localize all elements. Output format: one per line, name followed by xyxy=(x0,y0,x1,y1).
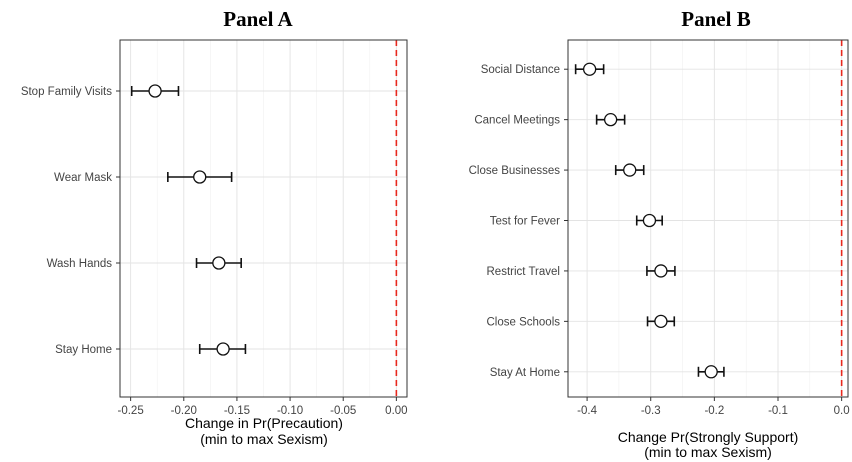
panel-a-x-tick-label: -0.25 xyxy=(118,405,144,417)
panel-b-point-estimate xyxy=(642,213,657,228)
panel-b-point-estimate xyxy=(603,112,618,127)
panel-b-x-tick-label: -0.3 xyxy=(641,405,661,417)
panel-b-x-axis-label: Change Pr(Strongly Support) xyxy=(618,429,799,445)
panel-b-category-label: Restrict Travel xyxy=(487,266,561,278)
panel-b-x-tick-label: -0.1 xyxy=(768,405,788,417)
panel-a-point-estimate xyxy=(193,170,207,184)
panel-b-point-estimate xyxy=(582,62,597,76)
panel-b-category-label: Social Distance xyxy=(481,64,560,76)
panel-a-category-label: Wear Mask xyxy=(54,172,112,184)
panel-a-x-tick-label: -0.20 xyxy=(171,405,197,417)
panel-a-x-tick-label: -0.15 xyxy=(224,405,250,417)
panel-a-category-label: Stay Home xyxy=(55,344,112,356)
panel-a-x-tick-label: -0.05 xyxy=(330,405,356,417)
panel-a-x-axis-sublabel: (min to max Sexism) xyxy=(200,431,328,447)
panel-b-category-label: Stay At Home xyxy=(490,367,560,379)
panel-b-x-axis-sublabel: (min to max Sexism) xyxy=(644,444,772,460)
panel-b-plot-border xyxy=(567,39,849,398)
panel-b-point-estimate xyxy=(654,314,668,329)
panel-a-x-tick-label: 0.00 xyxy=(385,405,407,417)
panel-b-point-estimate xyxy=(623,163,637,177)
panel-a-x-tick-label: -0.10 xyxy=(277,405,303,417)
panel-b-category-label: Cancel Meetings xyxy=(474,115,560,127)
panel-b-x-tick-label: -0.4 xyxy=(577,405,597,417)
panel-a-category-label: Wash Hands xyxy=(47,258,113,270)
panel-b-category-label: Close Businesses xyxy=(469,165,561,177)
panel-b: Panel B -0.4 -0.3 -0.2 -0.1 0.0 Social Dista… xyxy=(469,7,850,460)
panel-b-point-estimate xyxy=(704,365,718,379)
panel-a-x-axis-label: Change in Pr(Precaution) xyxy=(185,415,343,431)
panel-a-point-estimate xyxy=(216,342,230,356)
panel-b-x-tick-label: 0.0 xyxy=(834,405,850,417)
panel-a-title: Panel A xyxy=(223,7,293,31)
panel-b-title: Panel B xyxy=(681,7,750,31)
panel-a-plot-border xyxy=(119,39,408,398)
panel-a: Panel A -0.25 -0.20 -0.15 -0.10 -0.05 0.00 St… xyxy=(21,7,408,447)
panel-b-x-tick-label: -0.2 xyxy=(704,405,724,417)
panel-a-point-estimate xyxy=(148,84,162,98)
panel-b-point-estimate xyxy=(654,264,668,278)
panel-b-category-label: Test for Fever xyxy=(490,216,560,228)
panel-a-category-label: Stop Family Visits xyxy=(21,86,112,98)
panel-b-category-label: Close Schools xyxy=(486,316,560,328)
panel-a-point-estimate xyxy=(212,256,226,270)
